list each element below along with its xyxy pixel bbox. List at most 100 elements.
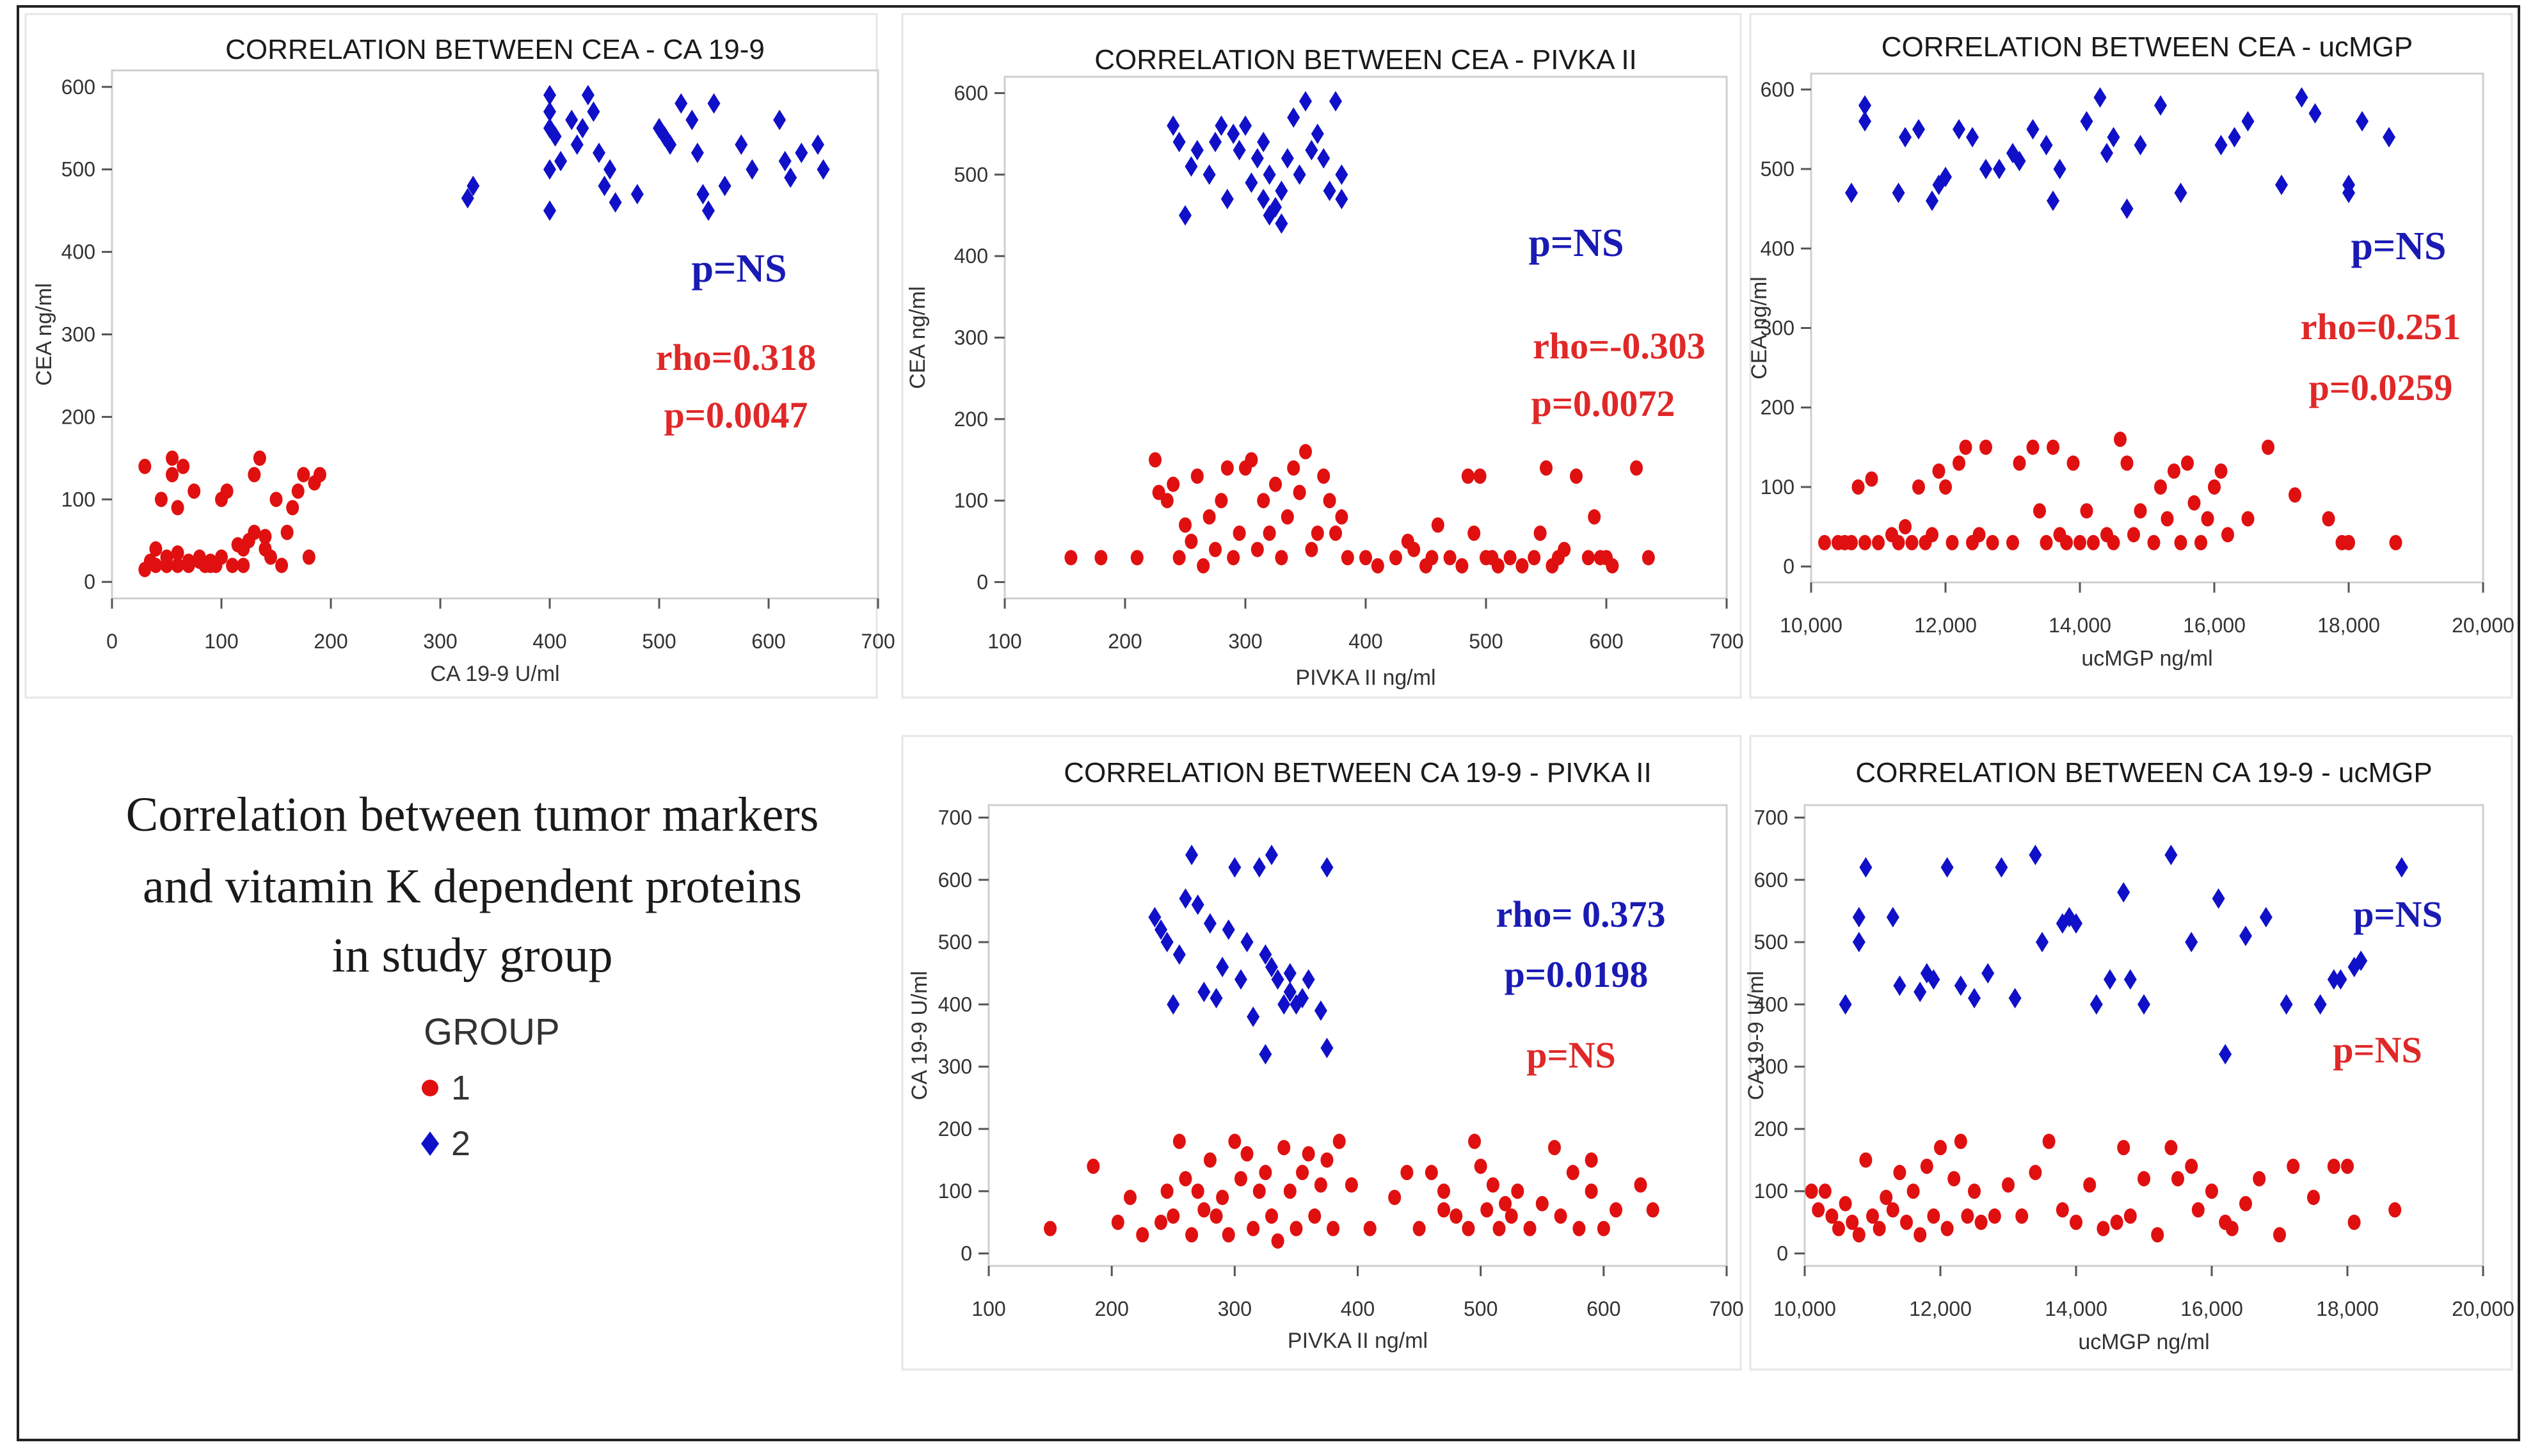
- data-point: [1185, 533, 1198, 549]
- data-point: [1858, 111, 1871, 132]
- data-point: [2123, 1208, 2137, 1224]
- data-point: [1981, 963, 1995, 984]
- data-point: [1554, 1208, 1567, 1224]
- data-point: [2066, 455, 2080, 471]
- data-point: [696, 184, 710, 205]
- data-point: [1234, 1171, 1247, 1187]
- y-tick-label: 400: [1761, 237, 1794, 260]
- data-point: [2026, 118, 2040, 140]
- plot-area: [987, 804, 1728, 1267]
- data-point: [1851, 479, 1865, 495]
- data-point: [1845, 534, 1858, 550]
- series-group-1: [138, 450, 326, 577]
- x-axis-label: PIVKA II ng/ml: [1295, 666, 1435, 690]
- data-point: [2185, 1158, 2198, 1174]
- data-point: [1455, 558, 1469, 574]
- x-tick-label: 14,000: [2049, 614, 2111, 637]
- data-point: [1912, 118, 1925, 140]
- data-point: [1468, 1133, 1482, 1149]
- data-point: [1906, 1183, 1920, 1199]
- data-point: [1160, 493, 1174, 509]
- legend-marker-group-2: [421, 1132, 439, 1156]
- data-point: [1899, 127, 1912, 148]
- data-point: [1606, 558, 1619, 574]
- x-tick-label: 10,000: [1773, 1297, 1836, 1320]
- data-point: [1277, 994, 1291, 1015]
- data-point: [2280, 994, 2293, 1015]
- data-point: [2275, 174, 2288, 195]
- data-point: [718, 175, 731, 196]
- x-tick-label: 400: [1341, 1297, 1375, 1320]
- data-point: [1167, 476, 1180, 492]
- data-point: [1993, 159, 2006, 180]
- data-point: [1203, 913, 1217, 934]
- data-point: [2137, 994, 2150, 1015]
- data-point: [291, 483, 305, 499]
- data-point: [1185, 1227, 1199, 1243]
- data-point: [1646, 1202, 1659, 1218]
- data-point: [1148, 907, 1162, 928]
- chart-title: CORRELATION BETWEEN CEA - CA 19-9: [225, 34, 765, 65]
- x-tick-label: 100: [987, 630, 1021, 653]
- data-point: [2327, 1158, 2340, 1174]
- data-point: [2151, 1227, 2164, 1243]
- data-point: [2047, 190, 2059, 211]
- data-point: [1191, 894, 1204, 915]
- data-point: [1630, 460, 1643, 476]
- data-point: [2253, 1171, 2266, 1187]
- y-tick-label: 500: [1754, 931, 1788, 954]
- y-axis-label: CA 19-9 U/ml: [1744, 971, 1768, 1100]
- data-point: [1064, 550, 1078, 566]
- data-point: [1203, 164, 1216, 185]
- data-point: [253, 450, 266, 466]
- data-point: [1946, 534, 1959, 550]
- x-tick-label: 700: [1709, 1297, 1743, 1320]
- x-tick-label: 300: [423, 630, 457, 653]
- data-point: [2212, 888, 2225, 909]
- series-group-1: [1818, 431, 2402, 550]
- data-point: [1311, 124, 1324, 145]
- data-point: [2029, 844, 2042, 865]
- data-point: [204, 553, 217, 569]
- data-point: [1986, 534, 1999, 550]
- stat-annotation: p=NS: [2353, 893, 2442, 935]
- data-point: [1642, 550, 1655, 566]
- data-point: [275, 557, 289, 573]
- data-point: [2187, 495, 2201, 511]
- data-point: [1503, 550, 1517, 566]
- data-point: [2307, 1189, 2320, 1205]
- data-point: [1953, 455, 1965, 471]
- caption-line-2: and vitamin K dependent proteins: [143, 860, 802, 913]
- data-point: [1179, 517, 1192, 533]
- chart-title: CORRELATION BETWEEN CEA - PIVKA II: [1094, 44, 1637, 76]
- data-point: [2087, 534, 2100, 550]
- data-point: [1123, 1189, 1137, 1205]
- data-point: [1805, 1183, 1818, 1199]
- data-point: [2308, 103, 2322, 124]
- data-point: [1954, 975, 1967, 996]
- y-tick-label: 300: [61, 323, 95, 346]
- data-point: [2164, 844, 2178, 865]
- stat-annotation: p=NS: [1528, 221, 1624, 265]
- y-tick-label: 400: [61, 241, 95, 264]
- group-legend: GROUP 1 2: [421, 1011, 560, 1163]
- data-point: [1172, 131, 1186, 152]
- data-point: [1528, 550, 1541, 566]
- data-point: [1954, 1133, 1967, 1149]
- data-point: [1540, 460, 1553, 476]
- data-point: [1209, 131, 1222, 152]
- y-tick-label: 400: [954, 244, 988, 268]
- data-point: [1389, 550, 1402, 566]
- data-point: [1900, 1214, 1913, 1230]
- data-point: [160, 549, 173, 565]
- data-point: [2154, 479, 2167, 495]
- data-point: [2214, 134, 2228, 156]
- data-point: [2347, 1214, 2361, 1230]
- data-point: [1259, 1165, 1272, 1181]
- data-point: [1966, 127, 1979, 148]
- data-point: [1852, 907, 1866, 928]
- data-point: [2040, 134, 2053, 156]
- data-point: [1932, 463, 1946, 479]
- legend-marker-group-1: [422, 1080, 438, 1096]
